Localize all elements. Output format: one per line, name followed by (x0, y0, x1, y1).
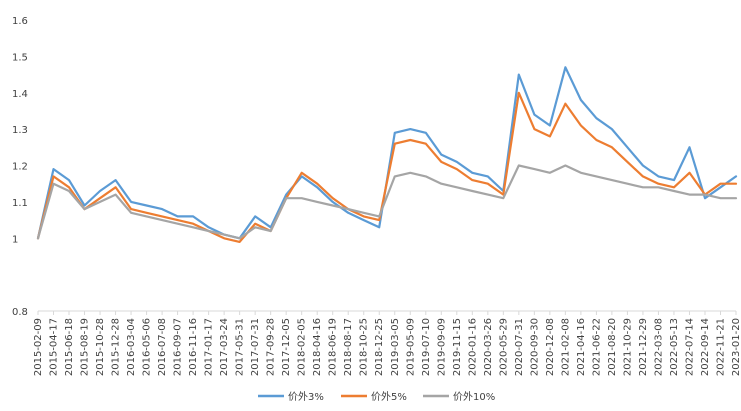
x-tick-label: 2020-07-31 (514, 318, 525, 376)
x-tick-label: 2022-05-13 (669, 318, 680, 376)
y-tick-label: 0.8 (12, 307, 28, 318)
x-tick-label: 2015-10-28 (95, 318, 106, 376)
x-tick-label: 2018-02-05 (297, 318, 308, 376)
x-tick-label: 2019-05-09 (405, 318, 416, 376)
x-tick-label: 2022-03-08 (653, 318, 664, 376)
x-tick-label: 2020-01-16 (467, 318, 478, 376)
x-tick-label: 2021-10-29 (622, 318, 633, 376)
x-tick-label: 2021-02-08 (560, 318, 571, 376)
x-tick-label: 2017-03-24 (219, 318, 230, 376)
x-tick-label: 2021-06-22 (591, 318, 602, 376)
x-tick-label: 2019-09-09 (436, 318, 447, 376)
y-tick-label: 1.4 (12, 89, 28, 100)
x-tick-label: 2017-09-28 (266, 318, 277, 376)
x-tick-label: 2020-05-29 (498, 318, 509, 376)
legend-label: 价外3% (288, 391, 324, 403)
x-tick-label: 2022-07-14 (684, 318, 695, 376)
x-tick-label: 2015-04-17 (49, 318, 60, 376)
x-tick-label: 2021-04-16 (576, 318, 587, 376)
x-tick-label: 2016-05-06 (142, 318, 153, 376)
x-tick-label: 2023-01-20 (731, 318, 741, 376)
x-tick-label: 2016-11-16 (188, 318, 199, 376)
x-tick-label: 2017-05-31 (235, 318, 246, 376)
y-tick-label: 1 (12, 234, 18, 245)
series-line (36, 164, 738, 240)
x-tick-label: 2017-07-31 (250, 318, 261, 376)
x-tick-label: 2020-03-26 (483, 318, 494, 376)
x-tick-label: 2018-08-17 (343, 318, 354, 376)
x-tick-label: 2015-08-19 (80, 318, 91, 376)
series-line (36, 91, 738, 243)
x-tick-label: 2021-12-29 (638, 318, 649, 376)
x-tick-label: 2017-12-05 (281, 318, 292, 376)
y-tick-label: 1.1 (12, 198, 28, 209)
series-lines (36, 66, 738, 243)
y-tick-label: 1.3 (12, 125, 28, 136)
x-tick-label: 2020-12-08 (545, 318, 556, 376)
x-tick-label: 2015-12-28 (111, 318, 122, 376)
y-tick-label: 1.5 (12, 52, 28, 63)
x-tick-label: 2020-09-30 (529, 318, 540, 376)
x-tick-label: 2015-06-18 (64, 318, 75, 376)
x-tick-label: 2022-11-21 (715, 318, 726, 376)
x-tick-label: 2018-06-19 (328, 318, 339, 376)
x-tick-label: 2022-09-14 (700, 318, 711, 376)
legend-label: 价外10% (453, 391, 495, 403)
x-tick-label: 2021-08-20 (607, 318, 618, 376)
x-tick-label: 2016-03-04 (126, 318, 137, 376)
x-axis: 2015-02-09 2015-04-17 2015-06-18 2015-08-19… (33, 310, 741, 376)
x-tick-label: 2016-09-07 (173, 318, 184, 376)
x-tick-label: 2015-02-09 (33, 318, 44, 376)
legend-label: 价外5% (371, 391, 407, 403)
y-axis: 0.8 1 1.1 1.2 1.3 1.4 1.5 1.6 (12, 16, 28, 318)
x-tick-label: 2018-04-16 (312, 318, 323, 376)
x-tick-label: 2019-03-05 (390, 318, 401, 376)
x-tick-label: 2018-12-25 (374, 318, 385, 376)
x-tick-label: 2019-07-10 (421, 318, 432, 376)
x-tick-label: 2016-07-08 (157, 318, 168, 376)
y-tick-label: 1.6 (12, 16, 28, 27)
x-tick-label: 2017-01-17 (204, 318, 215, 376)
y-tick-label: 1.2 (12, 162, 28, 173)
x-tick-label: 2018-10-25 (359, 318, 370, 376)
x-tick-label: 2019-11-15 (452, 318, 463, 376)
legend: 价外3% 价外5% 价外10% (258, 391, 495, 403)
